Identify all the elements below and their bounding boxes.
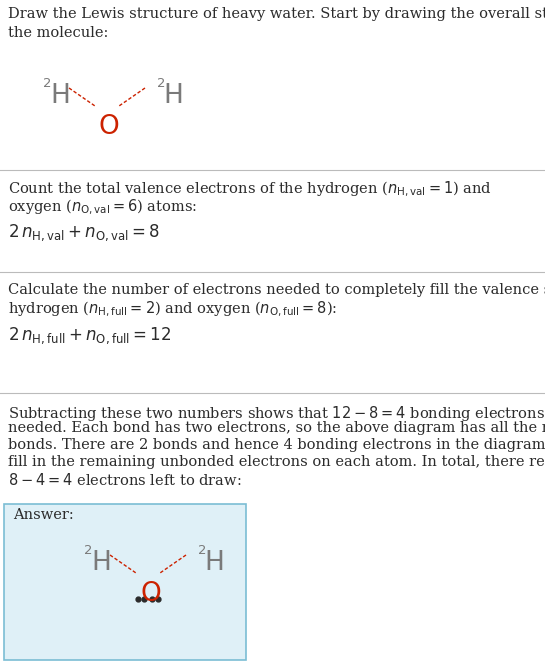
Text: H: H	[91, 550, 111, 576]
Text: 2: 2	[157, 77, 166, 90]
Text: Answer:: Answer:	[13, 508, 74, 522]
Text: H: H	[163, 83, 183, 109]
Text: Count the total valence electrons of the hydrogen ($n_{\rm H,val} = 1$) and: Count the total valence electrons of the…	[8, 180, 492, 199]
Text: $2\,n_{\rm H,full} + n_{\rm O,full} = 12$: $2\,n_{\rm H,full} + n_{\rm O,full} = 12…	[8, 325, 172, 345]
Text: 2: 2	[84, 544, 93, 557]
Text: $8 - 4 = 4$ electrons left to draw:: $8 - 4 = 4$ electrons left to draw:	[8, 472, 241, 488]
Text: bonds. There are 2 bonds and hence 4 bonding electrons in the diagram. Lastly,: bonds. There are 2 bonds and hence 4 bon…	[8, 438, 545, 452]
Text: Subtracting these two numbers shows that $12 - 8 = 4$ bonding electrons are: Subtracting these two numbers shows that…	[8, 404, 545, 423]
Text: Draw the Lewis structure of heavy water. Start by drawing the overall structure : Draw the Lewis structure of heavy water.…	[8, 7, 545, 40]
Text: Calculate the number of electrons needed to completely fill the valence shells f: Calculate the number of electrons needed…	[8, 283, 545, 297]
Text: $2\,n_{\rm H,val} + n_{\rm O,val} = 8$: $2\,n_{\rm H,val} + n_{\rm O,val} = 8$	[8, 222, 160, 242]
Text: O: O	[140, 581, 161, 607]
Text: hydrogen ($n_{\rm H,full} = 2$) and oxygen ($n_{\rm O,full} = 8$):: hydrogen ($n_{\rm H,full} = 2$) and oxyg…	[8, 300, 337, 319]
Text: needed. Each bond has two electrons, so the above diagram has all the necessary: needed. Each bond has two electrons, so …	[8, 421, 545, 435]
Text: 2: 2	[198, 544, 207, 557]
Text: fill in the remaining unbonded electrons on each atom. In total, there remain: fill in the remaining unbonded electrons…	[8, 455, 545, 469]
FancyBboxPatch shape	[4, 504, 246, 660]
Text: H: H	[204, 550, 224, 576]
Text: 2: 2	[43, 77, 51, 90]
Text: H: H	[50, 83, 70, 109]
Text: O: O	[99, 114, 120, 140]
Text: oxygen ($n_{\rm O,val} = 6$) atoms:: oxygen ($n_{\rm O,val} = 6$) atoms:	[8, 198, 197, 217]
